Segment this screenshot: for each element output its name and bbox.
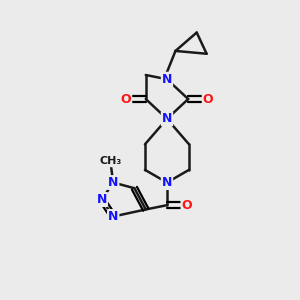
Text: O: O: [182, 199, 192, 212]
Text: N: N: [97, 193, 107, 206]
Text: N: N: [108, 210, 119, 223]
Text: O: O: [203, 92, 213, 106]
Text: CH₃: CH₃: [99, 156, 122, 166]
Text: N: N: [108, 176, 119, 189]
Text: N: N: [162, 73, 172, 86]
Text: O: O: [121, 92, 131, 106]
Text: N: N: [162, 176, 172, 189]
Text: N: N: [162, 112, 172, 125]
